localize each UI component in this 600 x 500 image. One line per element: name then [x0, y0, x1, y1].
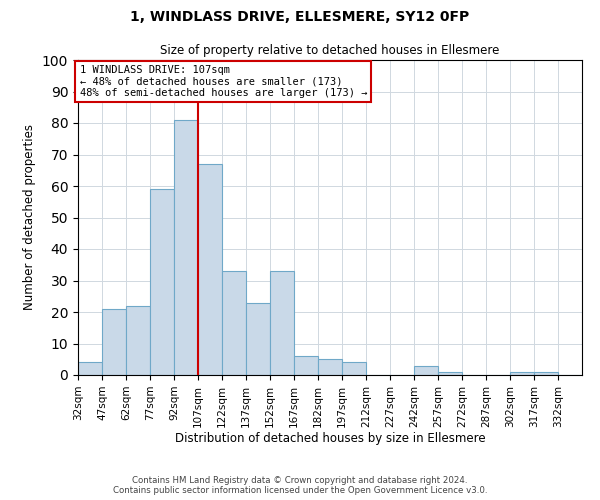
Y-axis label: Number of detached properties: Number of detached properties: [23, 124, 37, 310]
Title: Size of property relative to detached houses in Ellesmere: Size of property relative to detached ho…: [160, 44, 500, 58]
X-axis label: Distribution of detached houses by size in Ellesmere: Distribution of detached houses by size …: [175, 432, 485, 446]
Bar: [174, 120, 198, 375]
Bar: [414, 366, 438, 375]
Bar: [534, 372, 558, 375]
Bar: [342, 362, 366, 375]
Bar: [294, 356, 318, 375]
Bar: [318, 359, 342, 375]
Bar: [126, 306, 150, 375]
Text: 1, WINDLASS DRIVE, ELLESMERE, SY12 0FP: 1, WINDLASS DRIVE, ELLESMERE, SY12 0FP: [130, 10, 470, 24]
Bar: [150, 189, 174, 375]
Bar: [102, 309, 126, 375]
Text: Contains HM Land Registry data © Crown copyright and database right 2024.
Contai: Contains HM Land Registry data © Crown c…: [113, 476, 487, 495]
Bar: [270, 271, 294, 375]
Bar: [246, 302, 270, 375]
Bar: [510, 372, 534, 375]
Bar: [222, 271, 246, 375]
Bar: [78, 362, 102, 375]
Bar: [438, 372, 462, 375]
Bar: [198, 164, 222, 375]
Text: 1 WINDLASS DRIVE: 107sqm
← 48% of detached houses are smaller (173)
48% of semi-: 1 WINDLASS DRIVE: 107sqm ← 48% of detach…: [80, 64, 367, 98]
